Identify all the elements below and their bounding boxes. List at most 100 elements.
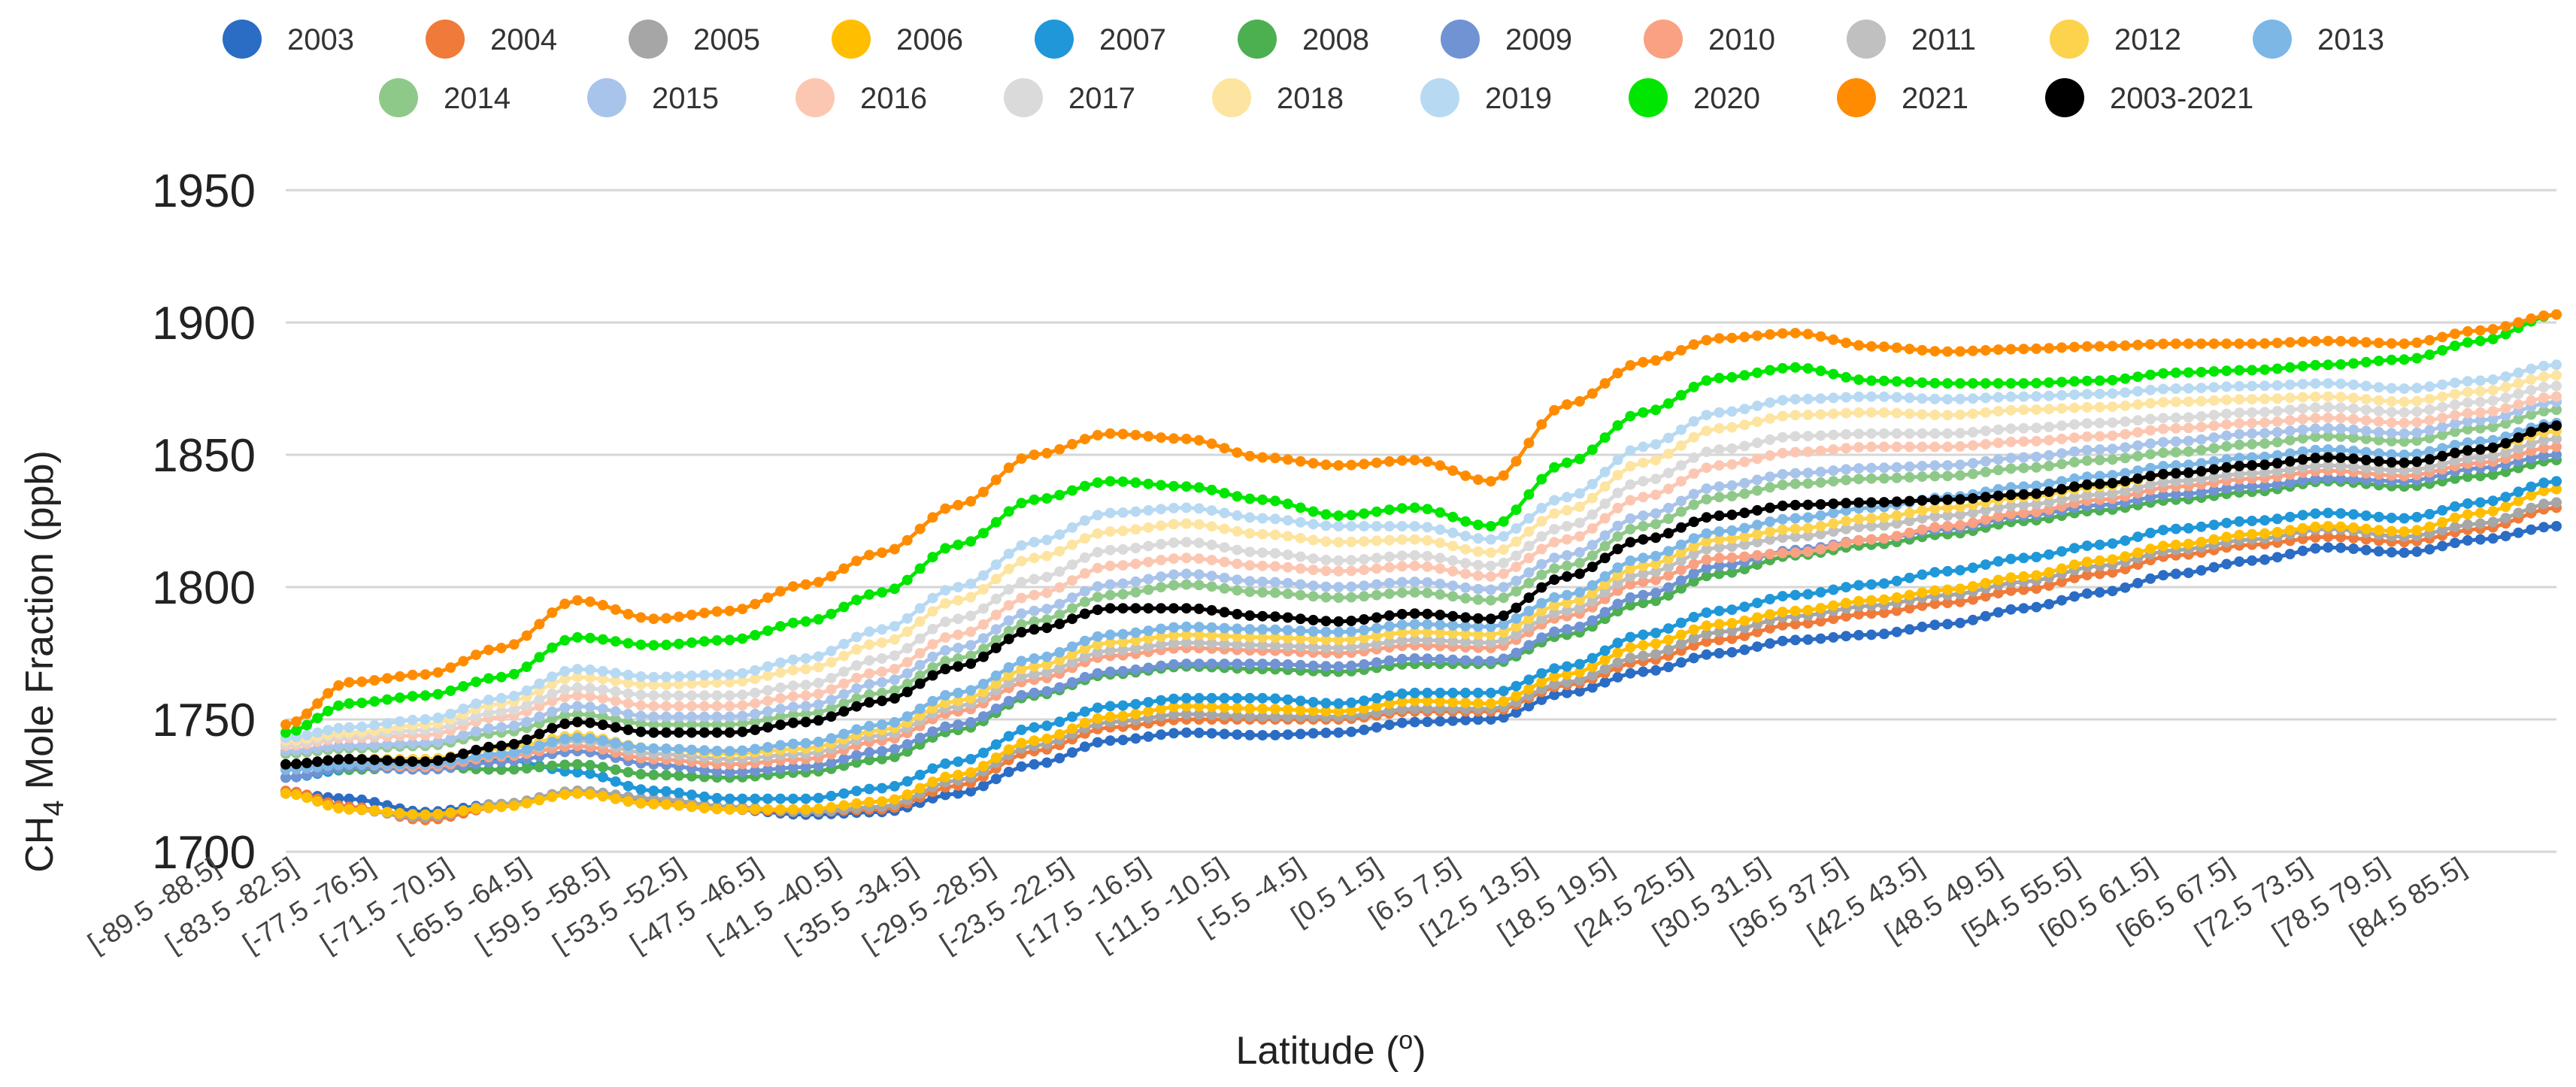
data-point: [1523, 438, 1535, 449]
data-point: [775, 621, 786, 632]
data-point: [1029, 553, 1040, 564]
data-point: [1180, 701, 1192, 712]
data-point: [356, 740, 368, 751]
data-point: [1587, 588, 1598, 599]
data-point: [2526, 490, 2537, 501]
data-point: [1536, 694, 1547, 705]
data-point: [559, 710, 571, 721]
data-point: [1638, 521, 1649, 531]
data-point: [1244, 547, 1256, 558]
data-point: [2056, 433, 2067, 444]
data-point: [1232, 491, 1243, 502]
data-point: [1320, 509, 1332, 520]
data-point: [1853, 595, 1865, 607]
data-point: [584, 710, 596, 720]
data-point: [1955, 346, 1965, 357]
data-point: [1143, 584, 1154, 595]
data-point: [1156, 603, 1167, 614]
data-point: [2487, 469, 2499, 480]
data-point: [1270, 577, 1280, 588]
data-point: [1193, 629, 1205, 640]
data-point: [2107, 388, 2118, 399]
data-point: [2551, 450, 2562, 460]
data-point: [648, 727, 659, 738]
data-point: [1295, 589, 1306, 601]
data-point: [1511, 523, 1522, 534]
data-point: [1117, 734, 1129, 746]
data-point: [977, 570, 989, 581]
data-point: [2462, 498, 2473, 509]
data-point: [458, 703, 469, 714]
data-point: [534, 740, 545, 752]
data-point: [1054, 489, 1065, 501]
data-point: [2259, 480, 2270, 492]
data-point: [1549, 574, 1560, 586]
data-point: [1219, 572, 1230, 583]
data-point: [1383, 551, 1395, 562]
data-point: [2424, 544, 2435, 555]
data-point: [750, 687, 761, 698]
data-point: [851, 798, 862, 809]
data-point: [1523, 567, 1535, 578]
data-point: [775, 704, 786, 715]
data-point: [877, 653, 887, 664]
data-point: [1650, 489, 1662, 501]
data-point: [1105, 735, 1116, 746]
data-point: [1967, 440, 1978, 451]
data-point: [369, 719, 380, 731]
legend-label: 2016: [860, 82, 927, 115]
data-point: [394, 692, 405, 704]
data-point: [2271, 450, 2283, 461]
data-point: [787, 701, 799, 713]
data-point: [1612, 562, 1623, 574]
data-point: [1232, 585, 1243, 596]
data-point: [2411, 427, 2423, 438]
data-point: [2335, 521, 2347, 532]
data-point: [1638, 441, 1649, 453]
data-point: [2348, 403, 2359, 414]
data-point: [2056, 342, 2067, 353]
data-point: [1232, 703, 1243, 713]
data-point: [1257, 692, 1268, 704]
data-point: [1739, 630, 1750, 641]
data-point: [1865, 534, 1877, 545]
data-point: [1206, 622, 1217, 633]
data-point: [2551, 391, 2562, 402]
data-point: [1878, 428, 1890, 439]
data-point: [1435, 563, 1446, 574]
data-point: [1891, 342, 1902, 353]
data-point: [1206, 637, 1217, 649]
data-point: [1675, 539, 1687, 550]
data-point: [597, 674, 608, 685]
data-point: [2297, 361, 2308, 372]
data-point: [2271, 427, 2283, 438]
data-point: [813, 736, 824, 747]
data-point: [1739, 456, 1750, 468]
data-point: [2094, 431, 2105, 442]
data-point: [1511, 707, 1522, 718]
data-point: [521, 763, 532, 774]
data-point: [1447, 697, 1459, 708]
data-point: [2513, 378, 2524, 389]
series-2020: [280, 309, 2562, 738]
data-point: [2068, 432, 2080, 444]
data-point: [1244, 659, 1256, 670]
data-point: [1562, 571, 1572, 582]
data-point: [2183, 467, 2194, 478]
data-point: [2297, 533, 2308, 544]
data-point: [2081, 389, 2093, 400]
data-point: [1396, 503, 1408, 514]
data-point: [1396, 717, 1408, 728]
data-point: [2513, 389, 2524, 399]
data-point: [2462, 416, 2473, 427]
data-point: [965, 658, 977, 669]
data-point: [1638, 510, 1649, 521]
data-point: [2044, 580, 2055, 591]
data-point: [2132, 465, 2144, 477]
data-point: [1688, 516, 1699, 528]
data-point: [2297, 446, 2308, 457]
legend-item: 2020: [1629, 78, 1760, 117]
series-2018: [280, 370, 2562, 746]
data-point: [1333, 521, 1344, 531]
data-point: [711, 669, 723, 680]
